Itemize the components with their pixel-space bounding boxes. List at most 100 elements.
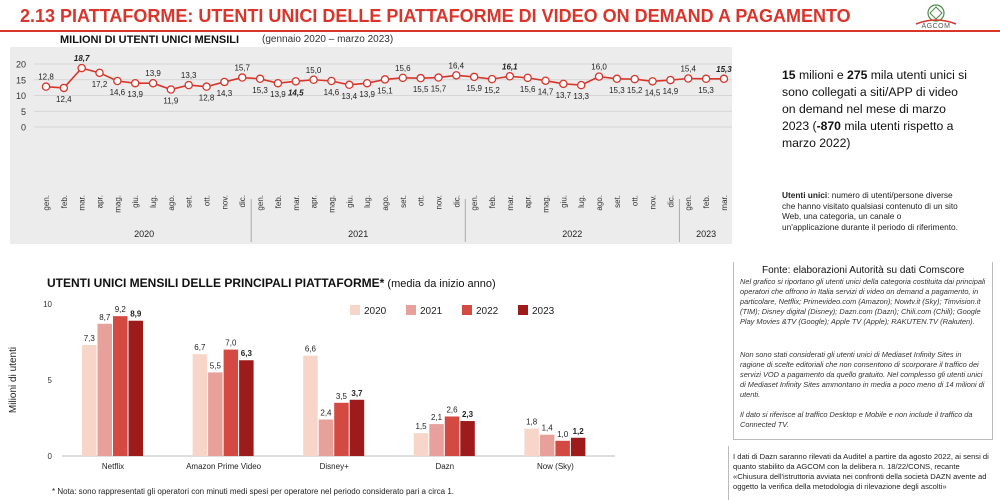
line-data-label: 14,3 <box>217 89 233 98</box>
line-point <box>666 75 675 85</box>
line-data-label: 14,6 <box>324 88 340 97</box>
month-tick-label: set. <box>399 195 408 208</box>
line-data-label: 16,4 <box>449 61 465 70</box>
line-point <box>95 68 104 78</box>
line-point <box>398 73 408 83</box>
line-data-label: 13,9 <box>145 69 161 78</box>
line-point <box>434 73 443 82</box>
legend-label: 2020 <box>364 306 387 317</box>
line-point <box>327 76 336 86</box>
month-tick-label: mag. <box>113 195 122 213</box>
bar-data-label: 3,5 <box>336 392 348 401</box>
legend-swatch <box>518 305 528 315</box>
bar <box>524 428 539 456</box>
line-chart-subtitle: (gennaio 2020 – marzo 2023) <box>262 34 394 45</box>
month-tick-label: dic. <box>666 195 675 207</box>
line-point <box>719 74 729 84</box>
month-tick-label: lug. <box>149 195 158 208</box>
summary-thousands: 275 <box>847 68 868 82</box>
line-data-label: 15,5 <box>413 85 429 94</box>
line-point <box>630 74 639 84</box>
y-tick-label: 0 <box>21 123 26 133</box>
bar-data-label: 6,3 <box>241 349 253 358</box>
month-tick-label: ott. <box>417 195 426 206</box>
bar <box>97 323 112 456</box>
legend-swatch <box>462 305 472 315</box>
line-point <box>166 85 176 94</box>
bar-data-label: 2,3 <box>462 410 474 419</box>
line-data-label: 15,7 <box>234 64 250 73</box>
y-tick-label: 10 <box>43 300 52 309</box>
legend-label: 2022 <box>476 306 499 317</box>
line-data-label: 13,9 <box>359 90 375 99</box>
source-paragraph-3: Il dato si riferisce al traffico Desktop… <box>740 410 973 429</box>
line-data-label: 13,3 <box>181 71 197 80</box>
line-point <box>220 77 229 87</box>
line-point <box>469 72 479 82</box>
year-label: 2021 <box>348 229 368 239</box>
legend-swatch <box>350 305 360 315</box>
agcom-logo <box>915 4 957 25</box>
line-data-label: 14,5 <box>288 88 304 97</box>
bar <box>429 424 444 456</box>
month-tick-label: lug. <box>577 195 586 208</box>
month-tick-label: mag. <box>327 195 336 213</box>
bar <box>334 402 349 456</box>
line-data-label: 15,7 <box>431 85 447 94</box>
bar <box>539 434 555 456</box>
bar <box>239 360 254 456</box>
bar-data-label: 1,5 <box>415 422 427 431</box>
month-tick-label: gen. <box>42 195 51 211</box>
summary-text: 15 milioni e 275 mila utenti unici si so… <box>782 67 972 152</box>
bar <box>128 320 143 456</box>
bar-data-label: 7,0 <box>225 339 237 348</box>
y-axis-label: Milioni di utenti <box>8 347 19 413</box>
line-point <box>309 75 318 84</box>
year-label: 2022 <box>562 229 582 239</box>
line-point <box>523 73 532 83</box>
month-tick-label: mar. <box>720 195 729 211</box>
line-data-label: 14,9 <box>663 87 679 96</box>
line-point <box>202 82 211 91</box>
month-tick-label: dic. <box>452 195 461 207</box>
bar <box>192 354 208 456</box>
line-point <box>184 80 193 90</box>
bar <box>570 437 586 456</box>
month-tick-label: dic. <box>238 195 247 207</box>
bar-data-label: 1,2 <box>573 427 585 436</box>
line-data-label: 15,6 <box>395 64 411 73</box>
year-label: 2023 <box>696 229 716 239</box>
line-data-label: 15,3 <box>698 86 714 95</box>
month-tick-label: feb. <box>274 195 283 208</box>
month-tick-label: giu. <box>345 195 354 208</box>
bar-data-label: 7,3 <box>84 334 96 343</box>
line-data-label: 11,9 <box>163 97 179 106</box>
source-paragraph-2: Non sono stati considerati gli utenti un… <box>740 350 985 399</box>
summary-text-1: milioni e <box>795 68 848 82</box>
month-tick-label: lug. <box>363 195 372 208</box>
month-tick-label: apr. <box>96 195 105 208</box>
bar-chart: 0 5 10 Milioni di utenti 7,3 8,7 9,28,9 Netflix… <box>8 300 615 471</box>
month-tick-label: feb. <box>60 195 69 208</box>
summary-delta: -870 <box>816 119 841 133</box>
line-point <box>345 80 354 90</box>
line-data-label: 15,2 <box>627 86 643 95</box>
definition-term: Utenti unici <box>782 190 828 200</box>
bar-data-label: 8,9 <box>130 310 142 319</box>
line-data-label: 14,6 <box>110 88 126 97</box>
line-point <box>648 77 657 86</box>
page-title: 2.13 PIATTAFORME: UTENTI UNICI DELLE PIA… <box>20 6 851 26</box>
bar-data-label: 2,4 <box>320 409 332 418</box>
title-rule <box>0 30 1000 32</box>
footnote: * Nota: sono rappresentati gli operatori… <box>52 487 454 496</box>
source-paragraph-1: Nel grafico si riportano gli utenti unic… <box>740 277 986 326</box>
x-tick-label: Now (Sky) <box>537 462 574 471</box>
line-point <box>291 77 301 86</box>
dazn-note-rule <box>728 446 729 500</box>
bar <box>82 345 97 456</box>
summary-text-2: mila utenti unici si sono collegati a si… <box>782 68 967 133</box>
month-tick-label: mar. <box>506 195 515 211</box>
month-tick-label: giu. <box>559 195 568 208</box>
month-tick-label: mar. <box>78 195 87 211</box>
line-point <box>559 79 568 89</box>
